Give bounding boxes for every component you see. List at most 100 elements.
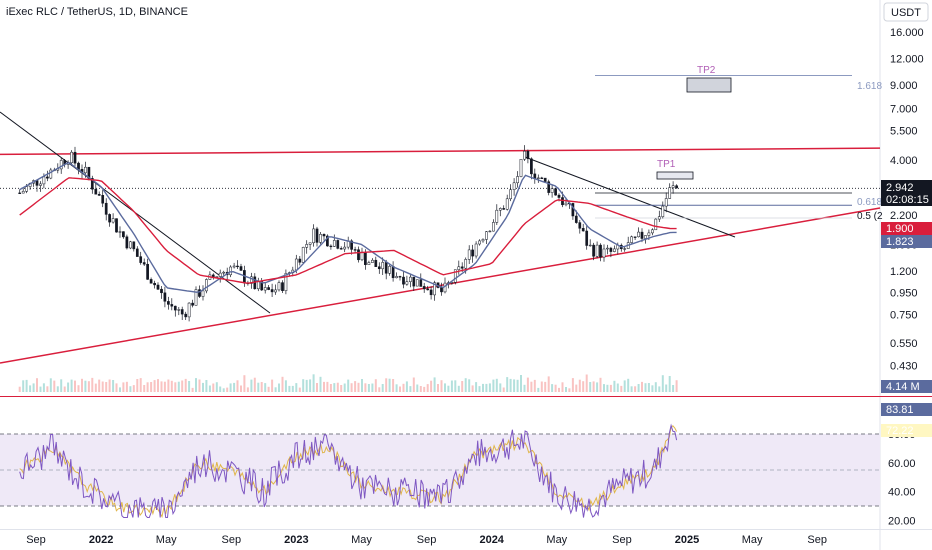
rsi-tick-label: 20.00	[888, 515, 916, 527]
resistance-trendline[interactable]	[0, 147, 881, 156]
volume-bar	[87, 381, 90, 392]
candle-body	[460, 266, 464, 269]
candle-body	[39, 183, 42, 186]
candle-body	[457, 266, 461, 270]
candle-body	[173, 305, 177, 311]
volume-bar	[644, 383, 647, 392]
volume-bar	[63, 386, 66, 392]
volume-bar	[267, 386, 270, 392]
volume-bar	[29, 385, 32, 392]
candle-body	[357, 249, 360, 261]
time-tick-label: May	[742, 534, 763, 546]
candle-body	[153, 282, 156, 286]
volume-bar	[540, 381, 543, 392]
volume-bar	[651, 385, 654, 392]
rsi-line	[19, 423, 678, 519]
drawings[interactable]	[0, 75, 881, 364]
volume-bar	[478, 386, 481, 392]
candle-body	[277, 282, 281, 291]
price-tick-label: 12.000	[890, 54, 924, 66]
volume-bar	[18, 386, 21, 392]
candle-body	[163, 292, 167, 302]
candle-body	[426, 288, 430, 291]
volume-bar	[361, 379, 363, 392]
volume-bar	[170, 380, 173, 392]
volume-bar	[257, 382, 260, 392]
downtrend-line-2024[interactable]	[524, 156, 736, 238]
candle-body	[550, 188, 554, 193]
volume-bar	[208, 385, 211, 392]
time-tick-label: 2024	[479, 534, 504, 546]
candle-body	[294, 258, 298, 271]
rsi-badge	[881, 403, 932, 416]
volume-bar	[323, 381, 325, 392]
volume-bar	[278, 383, 280, 392]
price-pane[interactable]	[0, 0, 880, 396]
volume-bar	[582, 381, 585, 392]
tp1-box[interactable]	[656, 171, 694, 180]
candle-body	[585, 230, 589, 246]
volume-bar	[627, 378, 630, 392]
currency-badge[interactable]	[883, 2, 929, 22]
volume-bar	[371, 383, 374, 392]
volume-bar	[547, 376, 550, 392]
volume-bar	[32, 383, 35, 392]
candle-body	[381, 262, 385, 270]
volume-bar	[450, 380, 453, 392]
volume-bar	[291, 385, 294, 392]
volume-bar	[506, 377, 509, 392]
time-tick-label: Sep	[26, 534, 46, 546]
chart-title: iExec RLC / TetherUS, 1D, BINANCE	[6, 6, 188, 18]
volume-bar	[565, 387, 567, 392]
candle-body	[160, 288, 163, 294]
candle-body	[125, 236, 129, 249]
candle-body	[250, 276, 253, 284]
candle-body	[395, 276, 398, 279]
volume-bar	[637, 384, 640, 392]
volume-bar	[229, 383, 232, 392]
candle-body	[205, 279, 208, 292]
volume-bar	[236, 380, 239, 392]
countdown-value: 02:08:15	[886, 194, 929, 206]
candle-body	[59, 160, 63, 170]
time-tick-label: 2022	[89, 534, 113, 546]
volume-bar	[447, 385, 450, 392]
volume-bar	[433, 377, 436, 392]
volume-bar	[271, 379, 274, 392]
ma-fast-value: 1.823	[886, 236, 914, 248]
candle-body	[101, 195, 105, 204]
volume-bar	[568, 388, 571, 392]
volume-bar	[419, 386, 422, 392]
candle-body	[540, 177, 544, 179]
volume-bar	[526, 377, 529, 392]
candle-body	[415, 279, 419, 287]
volume-bar	[340, 385, 343, 392]
candle-body	[609, 247, 613, 252]
tp2-box[interactable]	[686, 77, 732, 93]
volume-bar	[101, 381, 104, 392]
candle-body	[97, 194, 101, 196]
candle-body	[419, 279, 423, 287]
candle-body	[502, 208, 506, 210]
volume-bar	[672, 385, 675, 392]
volume-bar	[578, 379, 581, 392]
candle-body	[301, 247, 305, 263]
volume-bar	[163, 381, 166, 392]
time-tick-label: 2023	[284, 534, 308, 546]
price-tick-label: 5.500	[890, 126, 918, 138]
support-trendline[interactable]	[0, 207, 881, 364]
candle-body	[651, 229, 654, 234]
volume-bar	[233, 382, 236, 392]
annotations[interactable]: TP2 TP1 1.618 0.618 0.5 (2	[656, 65, 883, 222]
volume-bar	[181, 380, 184, 392]
volume-bar	[132, 385, 135, 392]
volume-bar	[392, 379, 395, 392]
volume-bar	[281, 376, 284, 392]
price-axis[interactable]	[880, 0, 932, 550]
volume-bar	[412, 377, 415, 392]
candle-body	[312, 228, 315, 244]
volume-bar	[388, 378, 391, 392]
candle-body	[467, 249, 471, 260]
